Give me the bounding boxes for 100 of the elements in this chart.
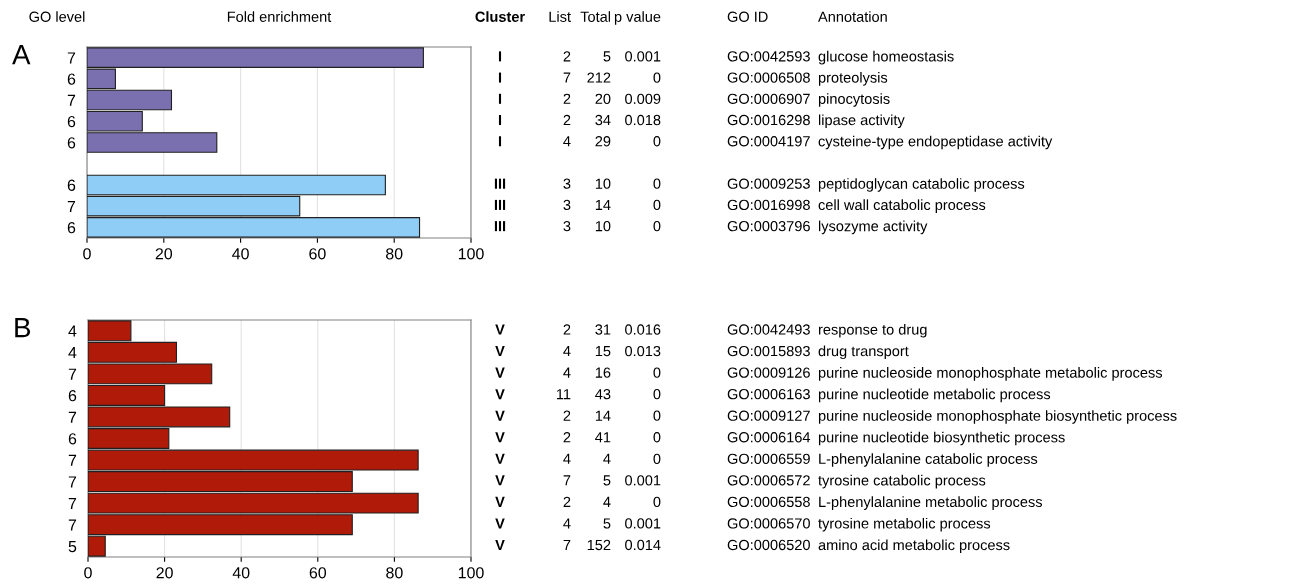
text: I	[498, 72, 502, 83]
text: 7	[563, 72, 571, 83]
text: V	[495, 518, 505, 529]
text: 4	[563, 367, 571, 378]
text: lysozyme activity	[818, 220, 928, 235]
text: I	[498, 93, 502, 104]
text: 3	[563, 178, 571, 189]
text: L-phenylalanine metabolic process	[819, 496, 1043, 510]
text: 0.009	[625, 93, 661, 104]
x-tick-label: 0	[83, 248, 91, 260]
text: III	[494, 221, 506, 232]
text: 34	[595, 114, 611, 126]
text: GO:0006508	[727, 72, 810, 83]
text: 0.001	[625, 51, 661, 62]
text: V	[495, 539, 505, 550]
text: 0	[653, 432, 661, 443]
text: 29	[595, 136, 611, 147]
y-tick-label: 6	[67, 137, 76, 149]
text: 7	[563, 539, 571, 550]
y-tick-label: 6	[67, 115, 76, 128]
text: 4	[563, 346, 571, 357]
category-label: GO ID	[727, 11, 768, 22]
text: 0.016	[625, 324, 661, 335]
text: V	[495, 410, 505, 421]
text: amino acid metabolic process	[818, 539, 1010, 554]
text: 152	[587, 539, 611, 551]
text: tyrosine catabolic process	[818, 474, 986, 489]
text: 0.014	[625, 539, 661, 551]
text: purine nucleoside monophosphate metabolic process	[818, 367, 1163, 381]
text: 0	[653, 367, 661, 378]
y-tick-label: 7	[67, 94, 76, 106]
text: 43	[595, 389, 611, 400]
text: 16	[595, 367, 611, 378]
y-tick-label: 6	[68, 390, 77, 402]
text: GO:0016998	[727, 199, 810, 211]
text: B	[15, 318, 31, 338]
text: III	[494, 178, 506, 189]
text: V	[495, 475, 505, 486]
text: GO:0006570	[727, 518, 810, 529]
y-axis-title: GO level	[29, 11, 85, 22]
text: 0	[653, 72, 661, 83]
text: 4	[603, 453, 611, 464]
text: 2	[563, 51, 571, 62]
category-label: Annotation	[818, 11, 887, 22]
text: 0	[653, 136, 661, 147]
text: V	[495, 389, 505, 400]
text: 0.001	[625, 475, 661, 486]
text: purine nucleoside monophosphate biosynthetic process	[818, 410, 1177, 424]
text: 5	[603, 475, 611, 486]
y-tick-label: 6	[67, 73, 76, 85]
text: 0	[653, 389, 661, 400]
text: GO:0009126	[727, 367, 810, 378]
x-tick-label: 60	[309, 248, 326, 260]
text: cysteine-type endopeptidase activity	[818, 135, 1053, 150]
text: GO:0006558	[727, 496, 810, 508]
text: 0	[653, 178, 661, 189]
category-label: Cluster	[475, 11, 525, 22]
text: V	[495, 324, 505, 335]
text: GO:0006907	[727, 93, 810, 104]
text: 0.018	[625, 114, 661, 126]
text: 0.001	[625, 518, 661, 529]
text: proteolysis	[818, 72, 888, 86]
text: lipase activity	[818, 114, 905, 129]
category-label: List	[549, 11, 571, 22]
text: 11	[556, 389, 571, 400]
y-tick-label: 7	[67, 52, 76, 64]
text: GO:0006520	[727, 539, 810, 551]
text: GO:0015893	[727, 345, 810, 357]
text: cell wall catabolic process	[818, 199, 986, 213]
text: 0.013	[625, 345, 661, 357]
text: 2	[563, 410, 571, 421]
text: 31	[595, 324, 611, 335]
text: tyrosine metabolic process	[818, 517, 991, 532]
y-tick-label: 7	[68, 476, 77, 488]
y-tick-label: 6	[67, 222, 76, 234]
text: 5	[603, 518, 611, 529]
text: 4	[563, 136, 571, 147]
text: 4	[603, 496, 611, 507]
text: GO:0003796	[727, 220, 810, 232]
text: V	[495, 496, 505, 507]
text: peptidoglycan catabolic process	[818, 178, 1025, 192]
text: GO:0004197	[727, 136, 810, 147]
y-tick-label: 5	[68, 541, 77, 553]
category-label: Total	[580, 11, 611, 22]
y-tick-label: 7	[68, 454, 77, 466]
text: 4	[563, 453, 571, 464]
text: 20	[595, 93, 611, 104]
x-tick-label: 40	[232, 567, 250, 579]
text: 5	[603, 51, 611, 62]
chart-title: Fold enrichment	[227, 11, 332, 22]
text: 212	[587, 72, 611, 83]
text: GO:0016298	[727, 114, 810, 126]
text: glucose homeostasis	[818, 50, 954, 65]
x-tick-label: 100	[458, 248, 484, 260]
x-tick-label: 0	[84, 567, 92, 579]
text: III	[494, 199, 506, 210]
text: 4	[563, 518, 571, 529]
text: 2	[563, 93, 571, 104]
text: 0	[653, 410, 661, 421]
x-tick-label: 20	[155, 248, 173, 260]
